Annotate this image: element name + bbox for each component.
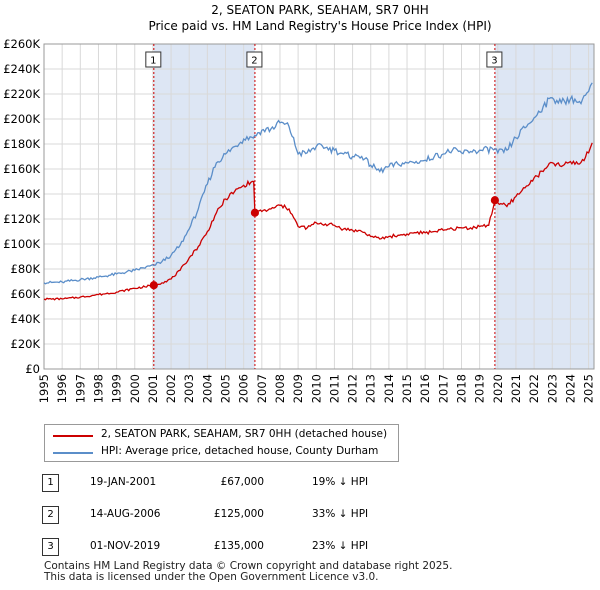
x-tick-label: 2007 bbox=[255, 374, 269, 403]
hpi-series-line bbox=[43, 82, 593, 285]
y-tick-label: £180K bbox=[3, 137, 40, 151]
transaction-label-text: 3 bbox=[491, 56, 497, 67]
x-tick-label: 2008 bbox=[273, 374, 287, 403]
x-tick-label: 1999 bbox=[110, 374, 124, 403]
x-tick-label: 2001 bbox=[146, 374, 160, 403]
shaded-period bbox=[153, 44, 255, 369]
x-tick-label: 2010 bbox=[309, 374, 323, 403]
transaction-label: 3 bbox=[486, 51, 503, 68]
y-tick-label: £20K bbox=[11, 337, 41, 351]
x-tick-label: 2024 bbox=[563, 374, 577, 403]
x-tick-label: 2000 bbox=[128, 374, 142, 403]
chart-subtitle: Price paid vs. HM Land Registry's House … bbox=[148, 19, 491, 33]
transaction-label-box bbox=[246, 51, 263, 68]
sale-point bbox=[250, 208, 260, 217]
x-tick-label: 2005 bbox=[219, 374, 233, 403]
table-row: 2 14-AUG-2006 £125,000 33% ↓ HPI bbox=[42, 506, 402, 524]
transaction-label-box bbox=[145, 51, 162, 68]
transaction-label-text: 1 bbox=[150, 56, 156, 67]
y-tick-label: £40K bbox=[11, 312, 41, 326]
plot-border bbox=[43, 43, 595, 370]
legend-property-line bbox=[53, 435, 93, 437]
x-tick-label: 2025 bbox=[582, 374, 596, 403]
y-tick-label: £0 bbox=[25, 362, 40, 376]
transaction-hpi-diff: 33% ↓ HPI bbox=[312, 508, 369, 520]
transaction-date: 19-JAN-2001 bbox=[90, 476, 157, 488]
transaction-hpi-diff: 19% ↓ HPI bbox=[312, 476, 369, 488]
x-tick-label: 2014 bbox=[382, 374, 396, 403]
chart-title: 2, SEATON PARK, SEAHAM, SR7 0HH bbox=[211, 3, 429, 17]
y-tick-label: £140K bbox=[3, 187, 40, 201]
x-tick-label: 2002 bbox=[164, 374, 178, 403]
x-tick-label: 2013 bbox=[364, 374, 378, 403]
y-tick-label: £100K bbox=[3, 237, 40, 251]
property-series-line bbox=[43, 142, 593, 301]
x-tick-label: 2012 bbox=[346, 374, 360, 403]
x-tick-label: 2006 bbox=[237, 374, 251, 403]
legend: 2, SEATON PARK, SEAHAM, SR7 0HH (detache… bbox=[44, 424, 399, 462]
transaction-price: £125,000 bbox=[213, 508, 264, 520]
x-tick-label: 2003 bbox=[182, 374, 196, 403]
x-tick-label: 1998 bbox=[91, 374, 105, 403]
shaded-period bbox=[494, 44, 594, 369]
table-row: 1 19-JAN-2001 £67,000 19% ↓ HPI bbox=[42, 474, 402, 492]
sale-point bbox=[490, 196, 499, 205]
x-tick-label: 2018 bbox=[454, 374, 468, 403]
footer-copyright: Contains HM Land Registry data © Crown c… bbox=[44, 560, 453, 572]
y-tick-label: £220K bbox=[3, 87, 40, 101]
x-tick-label: 2017 bbox=[436, 374, 450, 403]
y-tick-label: £200K bbox=[3, 112, 40, 126]
y-tick-label: £260K bbox=[3, 37, 40, 51]
x-tick-label: 2009 bbox=[291, 374, 305, 403]
y-tick-label: £160K bbox=[3, 162, 40, 176]
x-tick-label: 2023 bbox=[545, 374, 559, 403]
x-tick-label: 1995 bbox=[37, 374, 51, 403]
y-tick-label: £120K bbox=[3, 212, 40, 226]
transaction-price: £67,000 bbox=[220, 476, 264, 488]
x-tick-label: 2019 bbox=[473, 374, 487, 403]
x-tick-label: 2021 bbox=[509, 374, 523, 403]
transaction-label-box bbox=[486, 51, 503, 68]
transaction-price: £135,000 bbox=[213, 540, 264, 552]
transaction-hpi-diff: 23% ↓ HPI bbox=[312, 540, 369, 552]
legend-hpi-line bbox=[53, 452, 93, 454]
price-chart: 2, SEATON PARK, SEAHAM, SR7 0HH Price pa… bbox=[3, 3, 596, 403]
y-tick-label: £80K bbox=[11, 262, 41, 276]
sale-point bbox=[149, 281, 158, 290]
transaction-date: 01-NOV-2019 bbox=[90, 540, 161, 552]
table-row: 3 01-NOV-2019 £135,000 23% ↓ HPI bbox=[42, 538, 402, 556]
x-tick-label: 1997 bbox=[73, 374, 87, 403]
x-tick-label: 2004 bbox=[200, 374, 214, 403]
transaction-number-badge: 3 bbox=[42, 538, 59, 556]
transaction-label-text: 2 bbox=[251, 56, 257, 67]
transaction-date: 14-AUG-2006 bbox=[90, 508, 161, 520]
x-tick-label: 2020 bbox=[491, 374, 505, 403]
legend-property-label: 2, SEATON PARK, SEAHAM, SR7 0HH (detache… bbox=[101, 428, 388, 440]
transaction-label: 2 bbox=[246, 51, 263, 68]
x-tick-label: 1996 bbox=[55, 374, 69, 403]
y-tick-label: £240K bbox=[3, 62, 40, 76]
transaction-label: 1 bbox=[145, 51, 162, 68]
legend-hpi-label: HPI: Average price, detached house, Coun… bbox=[101, 445, 379, 457]
x-tick-label: 2022 bbox=[527, 374, 541, 403]
footer: Contains HM Land Registry data © Crown c… bbox=[44, 561, 452, 583]
transaction-number-badge: 1 bbox=[42, 474, 59, 492]
transaction-number-badge: 2 bbox=[42, 506, 59, 524]
x-tick-label: 2015 bbox=[400, 374, 414, 403]
x-tick-label: 2011 bbox=[327, 374, 341, 403]
footer-licence: This data is licensed under the Open Gov… bbox=[44, 571, 379, 583]
y-tick-label: £60K bbox=[11, 287, 41, 301]
x-tick-label: 2016 bbox=[418, 374, 432, 403]
